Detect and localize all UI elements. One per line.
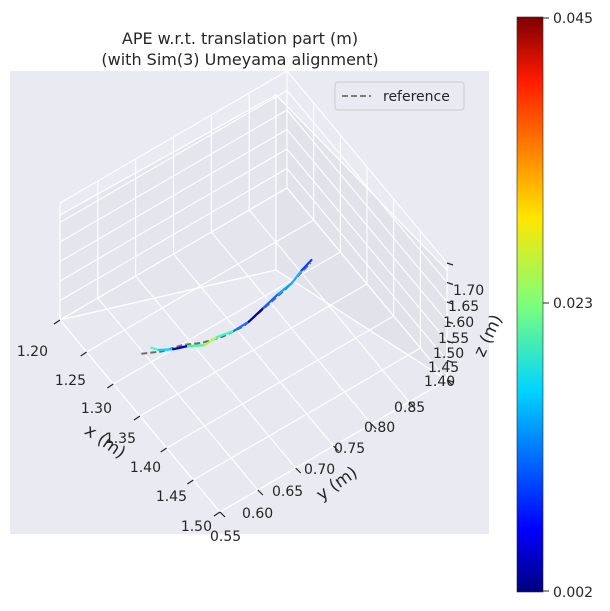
legend-box	[334, 81, 465, 111]
colorbar-tick-label: 0.002	[553, 585, 593, 601]
grid-line	[59, 90, 288, 223]
trajectory-segment	[150, 346, 160, 352]
grid-line	[286, 70, 448, 264]
x-tick-mark	[160, 447, 167, 453]
trajectory-segment	[171, 344, 190, 351]
y-tick-label: 0.85	[394, 400, 425, 416]
y-tick-mark	[219, 511, 226, 518]
trajectory-segment	[203, 335, 219, 347]
y-tick-labels: 0.55 0.60 0.65 0.70 0.75 0.80 0.85	[210, 400, 425, 545]
z-tick-label: 1.60	[443, 315, 474, 331]
z-tick-labels: 1.40 1.45 1.50 1.55 1.60 1.65 1.70	[424, 283, 484, 390]
z-tick-mark	[446, 262, 454, 266]
z-tick-label: 1.45	[428, 360, 459, 376]
grid-line	[248, 209, 410, 403]
grid-line	[59, 70, 288, 204]
x-tick-label: 1.35	[105, 431, 136, 447]
y-tick-label: 0.60	[242, 506, 273, 522]
x-tick-mark	[107, 383, 114, 389]
x-tick-label: 1.30	[81, 401, 112, 417]
legend: reference	[334, 81, 465, 111]
y-tick-mark	[408, 401, 415, 408]
x-tick-label: 1.20	[17, 344, 48, 360]
tick-marks	[53, 262, 454, 518]
y-tick-mark	[446, 379, 453, 386]
colorbar: 0.045 0.023 0.002	[516, 11, 593, 601]
grid-line	[286, 187, 448, 381]
chart-title-line2: (with Sim(3) Umeyama alignment)	[101, 50, 378, 69]
z-tick-label: 1.55	[438, 331, 469, 347]
legend-reference-label: reference	[383, 89, 450, 105]
x-tick-mark	[53, 319, 61, 325]
x-tick-mark	[80, 351, 87, 357]
x-tick-label: 1.45	[156, 489, 187, 505]
z-tick-label: 1.40	[424, 374, 455, 390]
z-tick-mark	[446, 340, 454, 344]
y-tick-label: 0.70	[304, 462, 335, 478]
z-tick-label: 1.65	[448, 299, 479, 315]
x-tick-label: 1.50	[181, 519, 212, 535]
grid-line	[286, 90, 448, 283]
chart-title-line1: APE w.r.t. translation part (m)	[122, 29, 358, 48]
trajectory-segment	[300, 258, 313, 272]
y-tick-mark	[295, 467, 302, 474]
y-tick-mark	[370, 423, 377, 430]
trajectory-segment	[232, 320, 250, 332]
estimated-trajectory	[150, 258, 313, 352]
y-tick-mark	[333, 445, 339, 452]
y-tick-label: 0.80	[364, 420, 395, 436]
z-tick-label: 1.70	[453, 283, 484, 299]
trajectory-segment	[157, 348, 175, 352]
x-tick-label: 1.40	[130, 460, 161, 476]
x-tick-mark	[133, 415, 141, 421]
y-tick-label: 0.65	[272, 484, 303, 500]
trajectory-segment	[277, 282, 293, 295]
z-tick-mark	[446, 301, 454, 305]
trajectory-segment	[186, 344, 206, 348]
trajectory-segment	[262, 292, 280, 309]
x-tick-labels: 1.20 1.25 1.30 1.35 1.40 1.45 1.50	[17, 344, 212, 535]
x-tick-mark	[187, 479, 194, 485]
z-tick-mark	[446, 281, 454, 286]
colorbar-gradient	[516, 16, 544, 593]
z-tick-label: 1.50	[433, 346, 464, 362]
colorbar-tick-label: 0.023	[553, 296, 593, 312]
colorbar-tick-label: 0.045	[553, 11, 593, 27]
trajectory-segment	[247, 306, 265, 323]
trajectory-segment	[216, 329, 236, 339]
trajectory-segment	[290, 269, 303, 285]
z-tick-mark	[446, 320, 454, 325]
x-tick-label: 1.25	[55, 373, 86, 389]
y-tick-mark	[257, 489, 264, 496]
x-tick-mark	[213, 511, 221, 517]
z-tick-mark	[446, 359, 454, 364]
y-tick-label: 0.75	[334, 441, 365, 457]
y-tick-label: 0.55	[210, 529, 241, 545]
